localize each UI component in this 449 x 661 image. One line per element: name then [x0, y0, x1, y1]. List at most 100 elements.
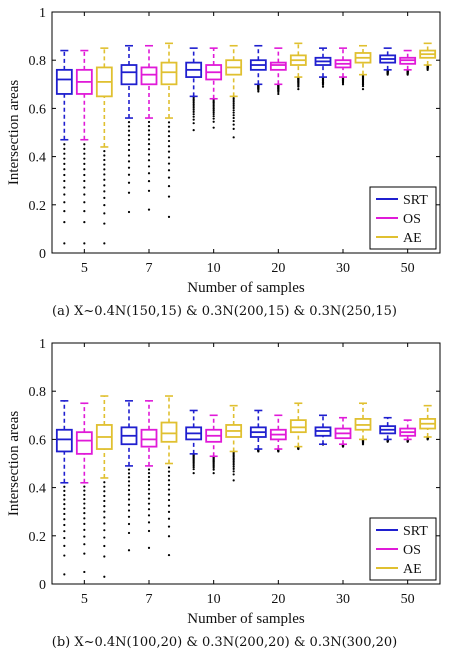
- outlier-point: [192, 110, 195, 113]
- outlier-point: [127, 138, 131, 142]
- y-tick-label: 0: [39, 578, 46, 593]
- box-ae-5: [95, 395, 113, 578]
- box-iqr: [160, 61, 178, 86]
- x-tick-label: 5: [81, 261, 88, 276]
- outlier-point: [103, 544, 106, 548]
- outlier-point: [63, 485, 66, 488]
- outlier-point: [127, 134, 131, 137]
- outlier-point: [147, 180, 151, 183]
- outlier-point: [127, 166, 131, 169]
- box-os-50: [399, 419, 417, 443]
- outlier-point: [63, 152, 66, 155]
- outlier-point: [103, 575, 106, 578]
- outlier-point: [103, 516, 106, 519]
- outlier-point: [212, 472, 215, 475]
- y-tick-label: 0.6: [29, 433, 47, 448]
- outlier-point: [167, 510, 171, 513]
- outlier-point: [83, 535, 86, 538]
- outlier-point: [83, 507, 86, 510]
- outlier-point: [83, 512, 86, 515]
- outlier-point: [232, 463, 235, 466]
- outlier-point: [167, 121, 171, 124]
- outlier-point: [127, 549, 131, 552]
- outlier-point: [83, 497, 86, 501]
- outlier-point: [361, 85, 365, 88]
- outlier-point: [167, 488, 171, 491]
- outlier-point: [63, 242, 66, 245]
- x-axis-label: Number of samples: [187, 611, 305, 627]
- outlier-point: [147, 468, 151, 471]
- outlier-point: [167, 150, 171, 153]
- box-srt-10: [185, 409, 203, 475]
- outlier-point: [147, 159, 151, 162]
- outlier-point: [103, 490, 106, 493]
- outlier-point: [192, 96, 195, 99]
- outlier-point: [147, 153, 151, 156]
- outlier-point: [83, 522, 86, 525]
- outlier-point: [103, 485, 106, 488]
- y-axis-label: Intersection areas: [6, 80, 22, 186]
- outlier-point: [63, 186, 66, 189]
- outlier-point: [167, 125, 171, 128]
- outlier-point: [83, 152, 86, 155]
- box-ae-30: [354, 44, 372, 91]
- y-tick-label: 0.4: [29, 151, 47, 166]
- outlier-point: [127, 509, 131, 512]
- box-ae-10: [225, 44, 243, 139]
- outlier-point: [232, 470, 235, 473]
- outlier-point: [212, 120, 215, 123]
- outlier-point: [63, 503, 66, 506]
- outlier-point: [83, 168, 86, 171]
- box-srt-5: [55, 49, 73, 245]
- x-tick-label: 30: [336, 261, 350, 276]
- outlier-point: [147, 125, 151, 128]
- box-srt-10: [185, 47, 203, 132]
- outlier-point: [167, 130, 171, 133]
- outlier-point: [127, 480, 131, 483]
- outlier-point: [83, 179, 86, 183]
- outlier-point: [147, 189, 151, 192]
- outlier-point: [127, 129, 131, 132]
- outlier-point: [212, 109, 215, 112]
- caption-b: (b) X~0.4N(100,20) & 0.3N(200,20) & 0.3N…: [51, 635, 398, 650]
- outlier-point: [192, 466, 195, 469]
- outlier-point: [167, 185, 171, 188]
- outlier-point: [192, 103, 195, 106]
- box-iqr: [120, 64, 138, 86]
- outlier-point: [147, 488, 151, 491]
- outlier-point: [103, 555, 106, 558]
- x-axis-label: Number of samples: [187, 280, 305, 296]
- box-ae-50: [419, 404, 437, 441]
- outlier-point: [192, 99, 195, 102]
- box-ae-7: [160, 395, 178, 557]
- outlier-point: [212, 105, 215, 109]
- chart-panel-b: 0 0.2 0.4 0.6 0.8 1 5 7 10 20 30 50 Number of sample…: [0, 331, 449, 661]
- outlier-point: [147, 479, 151, 482]
- outlier-point: [63, 210, 66, 213]
- outlier-point: [63, 554, 66, 557]
- outlier-point: [232, 111, 235, 114]
- box-ae-20: [289, 42, 307, 91]
- y-tick-label: 0.8: [29, 54, 47, 69]
- outlier-point: [83, 528, 86, 531]
- x-tick-label: 10: [207, 261, 221, 276]
- outlier-point: [127, 515, 131, 518]
- outlier-point: [167, 156, 171, 159]
- outlier-point: [232, 116, 235, 120]
- outlier-point: [167, 215, 171, 218]
- outlier-point: [103, 154, 106, 157]
- outlier-point: [83, 143, 86, 146]
- outlier-point: [83, 157, 86, 160]
- box-iqr: [140, 428, 158, 448]
- outlier-point: [83, 517, 86, 520]
- x-tick-label: 10: [207, 592, 221, 607]
- outlier-point: [192, 108, 195, 111]
- box-srt-20: [249, 409, 267, 453]
- outlier-point: [103, 173, 106, 176]
- box-plot-b: 0 0.2 0.4 0.6 0.8 1 5 7 10 20 30 50 Number of sample…: [6, 337, 441, 627]
- legend-label-srt: SRT: [403, 524, 428, 539]
- outlier-point: [83, 201, 86, 204]
- outlier-point: [212, 110, 215, 114]
- outlier-point: [103, 505, 106, 508]
- outlier-point: [192, 122, 195, 125]
